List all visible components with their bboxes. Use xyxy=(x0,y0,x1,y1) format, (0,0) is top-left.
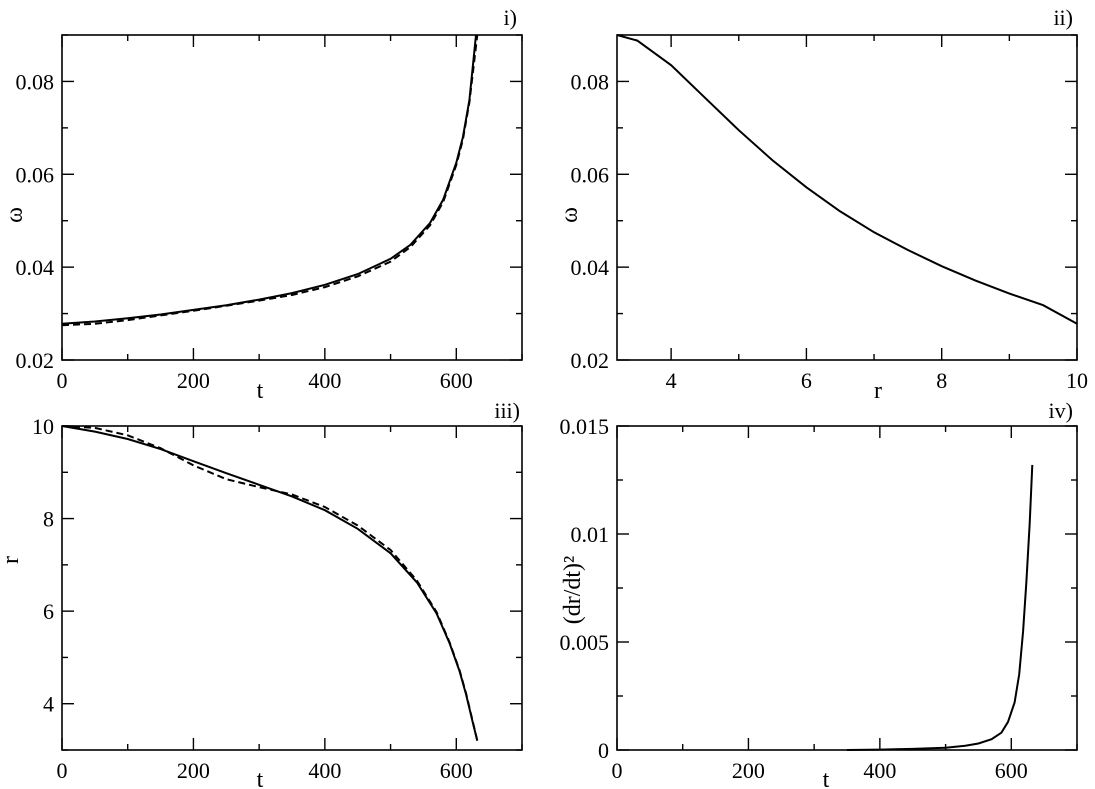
panel-4-y-tick-label: 0.015 xyxy=(560,414,610,439)
panel-4-y-tick-label: 0 xyxy=(598,738,609,763)
panel-4-y-axis-label: (dr/dt)² xyxy=(560,556,586,625)
panel-4-x-axis-label: t xyxy=(823,767,830,789)
panel-1-x-tick-label: 200 xyxy=(177,368,210,393)
panel-1-x-axis-label: t xyxy=(257,378,264,404)
panel-2-y-axis-label: ω xyxy=(557,207,583,223)
panel-2-tag: ii) xyxy=(1053,5,1073,30)
panel-3-x-axis-label: t xyxy=(257,767,264,789)
panel-4-y-tick-label: 0.01 xyxy=(571,522,610,547)
panel-4-tag: iv) xyxy=(1049,398,1073,423)
panel-3-series-1-solid-line xyxy=(61,425,479,741)
panel-1-y-axis-label: ω xyxy=(2,207,28,223)
panel-3-y-axis-label: r xyxy=(0,556,24,564)
panel-1-plot-frame xyxy=(61,34,523,361)
panel-3-tag: iii) xyxy=(494,398,520,423)
panel-3-y-tick-label: 4 xyxy=(43,692,54,717)
panel-4-y-tick-label: 0.005 xyxy=(560,630,610,655)
panel-1-y-tick-label: 0.06 xyxy=(16,162,55,187)
panel-3-y-tick-label: 8 xyxy=(43,507,54,532)
panel-3-x-tick-label: 400 xyxy=(308,758,341,783)
panel-2-series-1-solid-line xyxy=(616,34,1078,325)
panel-4-x-tick-label: 0 xyxy=(612,758,623,783)
panel-4-x-tick-label: 200 xyxy=(732,758,765,783)
panel-2-x-tick-label: 4 xyxy=(666,368,677,393)
panel-1-x-tick-label: 600 xyxy=(440,368,473,393)
panel-1: 0 200 400 600 0.02 0.04 0.06 0.08 t ω i) xyxy=(2,5,523,404)
panel-3-x-tick-label: 0 xyxy=(57,758,68,783)
panel-2-y-tick-label: 0.06 xyxy=(571,162,610,187)
panel-2-plot-frame xyxy=(616,34,1078,361)
panel-1-y-tick-label: 0.04 xyxy=(16,255,55,280)
panel-2-y-tick-label: 0.08 xyxy=(571,69,610,94)
panel-1-series-1-solid-line xyxy=(61,34,477,325)
panel-1-y-tick-label: 0.08 xyxy=(16,69,55,94)
panel-3-x-tick-label: 200 xyxy=(177,758,210,783)
panel-2-x-tick-label: 10 xyxy=(1066,368,1088,393)
panel-1-y-tick-label: 0.02 xyxy=(16,348,55,373)
panel-2-x-tick-label: 6 xyxy=(801,368,812,393)
panel-3-series-2-dashed-line xyxy=(61,425,479,741)
panel-4-plot-frame xyxy=(616,425,1078,751)
panel-3-plot-frame xyxy=(61,425,523,751)
panel-4-series-1-solid-line xyxy=(846,464,1034,751)
panel-1-tag: i) xyxy=(504,5,517,30)
panel-2-y-tick-label: 0.02 xyxy=(571,348,610,373)
panel-1-series-2-dashed-line xyxy=(61,34,479,327)
panel-3-y-tick-label: 10 xyxy=(32,414,54,439)
panel-4: 0 200 400 600 0 0.005 0.01 0.015 t (dr/dt)² iv) xyxy=(560,398,1078,789)
panel-2: 4 6 8 10 0.02 0.04 0.06 0.08 r ω ii) xyxy=(557,5,1088,404)
panel-2-x-axis-label: r xyxy=(874,378,882,404)
panel-3-x-tick-label: 600 xyxy=(440,758,473,783)
panel-2-y-tick-label: 0.04 xyxy=(571,255,610,280)
panel-2-x-tick-label: 8 xyxy=(936,368,947,393)
panel-1-x-tick-label: 0 xyxy=(57,368,68,393)
panel-3: 0 200 400 600 4 6 8 10 t r iii) xyxy=(0,398,523,789)
panel-3-y-tick-label: 6 xyxy=(43,599,54,624)
panel-1-x-tick-label: 400 xyxy=(308,368,341,393)
panel-4-x-tick-label: 600 xyxy=(995,758,1028,783)
panel-4-x-tick-label: 400 xyxy=(863,758,896,783)
